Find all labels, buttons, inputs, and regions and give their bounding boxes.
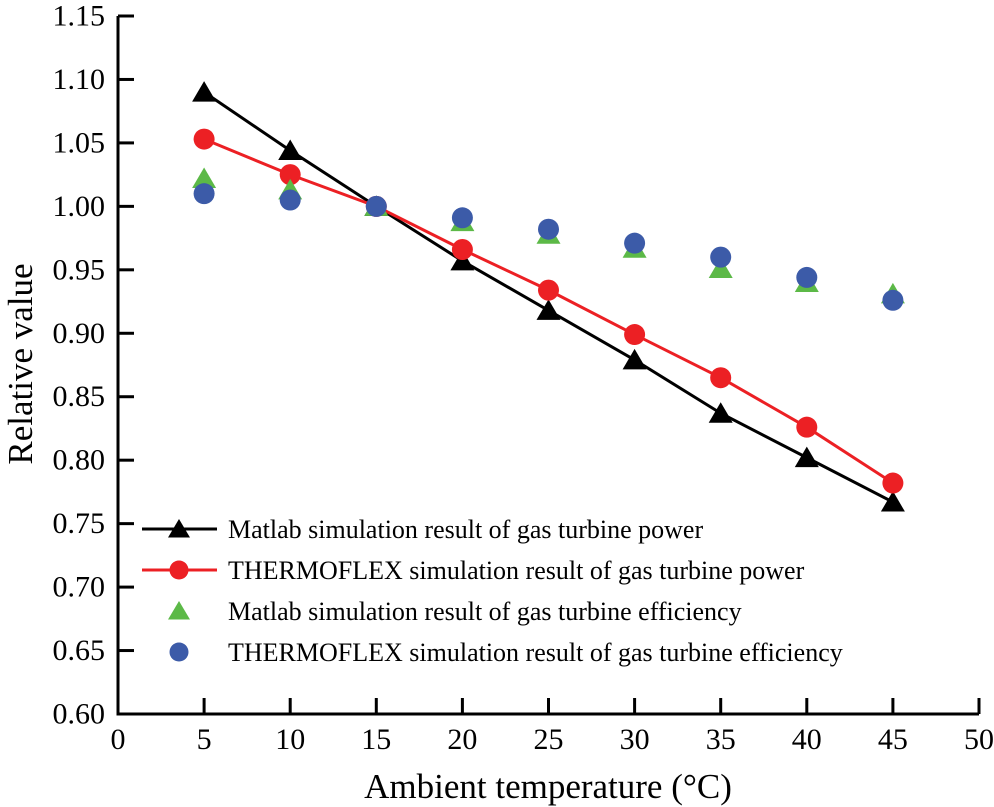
y-tick-label: 1.05 (53, 126, 106, 159)
y-tick-label: 0.75 (53, 507, 106, 540)
axes-layer: 0.60 0.65 0.70 0.75 0.80 0.85 0.90 0.95 1.00 1.05… (53, 0, 994, 756)
data-point-circle (365, 195, 387, 217)
data-point-circle (451, 239, 473, 261)
legend-label: Matlab simulation result of gas turbine … (228, 515, 703, 544)
data-point-circle (882, 472, 904, 494)
legend-label: THERMOFLEX simulation result of gas turb… (228, 556, 805, 585)
legend-item-2: Matlab simulation result of gas turbine … (168, 597, 742, 626)
legend-marker-circle (169, 560, 189, 580)
x-tick-label: 50 (964, 723, 994, 756)
data-point-triangle (450, 249, 475, 271)
x-tick-label: 0 (111, 723, 126, 756)
x-tick-label: 10 (275, 723, 305, 756)
legend-label: THERMOFLEX simulation result of gas turb… (228, 638, 843, 667)
legend-item-3: THERMOFLEX simulation result of gas turb… (169, 638, 843, 667)
data-point-circle (710, 367, 732, 389)
data-point-circle (796, 416, 818, 438)
legend-marker-circle (169, 642, 189, 662)
data-point-triangle (622, 348, 647, 370)
data-point-circle (882, 289, 904, 311)
y-tick-label: 1.00 (53, 190, 106, 223)
x-axis-title: Ambient temperature (°C) (364, 767, 732, 806)
data-point-triangle (192, 81, 217, 102)
legend-item-0: Matlab simulation result of gas turbine … (142, 515, 703, 544)
y-tick-label: 0.85 (53, 380, 106, 413)
y-tick-label: 0.65 (53, 634, 106, 667)
data-point-triangle (536, 299, 561, 320)
series-1 (193, 128, 904, 494)
data-point-circle (624, 324, 646, 346)
legend-item-1: THERMOFLEX simulation result of gas turb… (142, 556, 805, 585)
data-point-circle (451, 207, 473, 229)
x-tick-label: 5 (197, 723, 212, 756)
series-3 (193, 183, 904, 311)
data-point-circle (193, 128, 215, 150)
x-tick-label: 30 (620, 723, 650, 756)
y-tick-label: 0.80 (53, 444, 106, 477)
data-point-triangle (794, 446, 819, 468)
y-tick-label: 0.90 (53, 317, 106, 350)
x-tick-label: 40 (792, 723, 822, 756)
data-point-triangle (708, 257, 733, 279)
y-tick-label: 0.70 (53, 571, 106, 604)
data-point-triangle (278, 139, 303, 161)
y-tick-label: 1.10 (53, 63, 106, 96)
data-point-circle (710, 246, 732, 268)
legend-marker-triangle (168, 601, 190, 620)
x-tick-label: 35 (706, 723, 736, 756)
legend: Matlab simulation result of gas turbine … (142, 515, 843, 667)
data-point-triangle (880, 491, 905, 512)
legend-marker-triangle (168, 519, 190, 538)
y-tick-label: 0.95 (53, 253, 106, 286)
data-point-circle (193, 183, 215, 205)
data-point-circle (538, 279, 559, 301)
data-point-circle (796, 266, 818, 288)
data-point-circle (279, 189, 301, 211)
x-tick-label: 20 (447, 723, 477, 756)
data-point-circle (279, 164, 301, 186)
legend-label: Matlab simulation result of gas turbine … (228, 597, 742, 626)
data-point-triangle (192, 167, 217, 188)
data-point-circle (624, 232, 646, 254)
data-point-circle (538, 218, 559, 240)
y-tick-label: 0.60 (53, 698, 106, 731)
x-tick-label: 15 (361, 723, 391, 756)
x-tick-label: 45 (878, 723, 908, 756)
x-tick-label: 25 (534, 723, 564, 756)
data-point-triangle (708, 402, 733, 423)
series-layer (192, 81, 905, 512)
y-axis-title: Relative value (1, 263, 40, 464)
y-tick-label: 1.15 (53, 0, 106, 33)
